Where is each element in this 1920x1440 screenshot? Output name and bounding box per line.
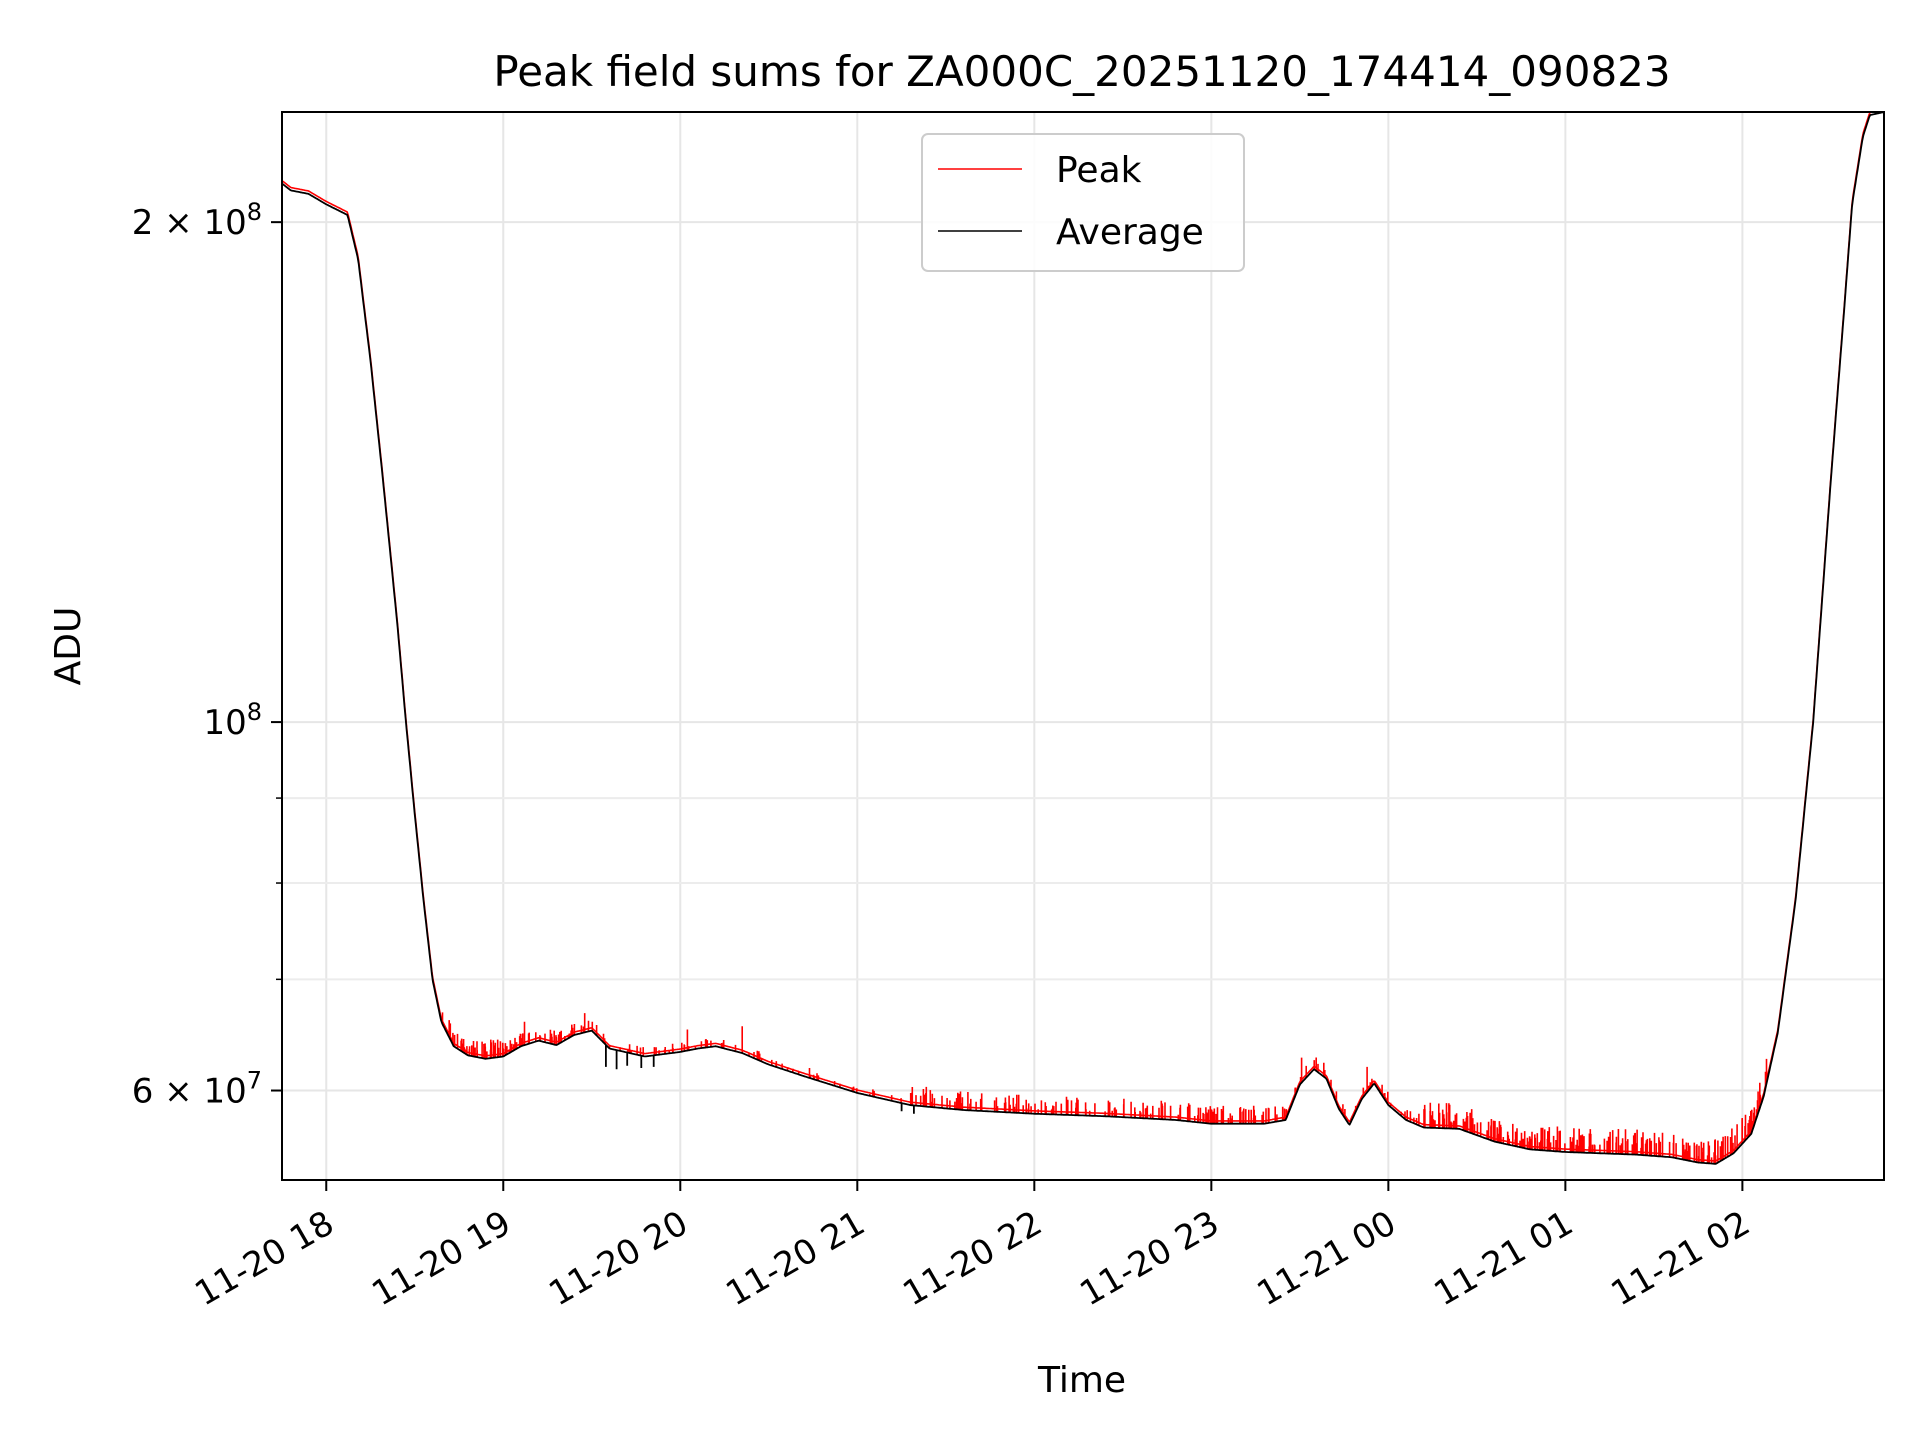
- y-tick-label-2: 2 × 108: [132, 198, 262, 243]
- plot-frame: [281, 111, 1885, 1181]
- chart-title: Peak field sums for ZA000C_20251120_1744…: [493, 47, 1670, 96]
- legend-label-average: Average: [1056, 212, 1204, 253]
- y-tick-label-1: 108: [203, 698, 262, 743]
- legend-label-peak: Peak: [1056, 150, 1142, 191]
- y-axis: 6 × 107 108 2 × 108: [132, 198, 282, 1112]
- x-axis-label: Time: [1037, 1360, 1126, 1401]
- series-average-line: [282, 112, 1884, 1165]
- series-average: [282, 112, 1884, 1165]
- y-axis-label: ADU: [48, 607, 89, 686]
- series-peak-line: [282, 112, 1875, 1164]
- grid: [282, 112, 1884, 1180]
- legend[interactable]: Peak Average: [921, 133, 1245, 272]
- series-peak: [282, 112, 1875, 1164]
- y-tick-label-0: 6 × 107: [132, 1067, 262, 1112]
